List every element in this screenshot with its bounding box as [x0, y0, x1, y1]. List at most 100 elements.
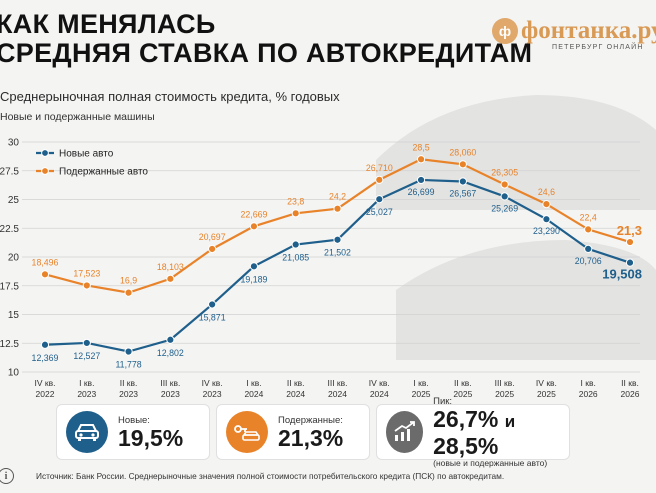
x-tick-label-year: 2026 [621, 389, 640, 399]
info-icon: i [0, 468, 14, 484]
data-point [124, 288, 133, 297]
x-tick-label-year: 2025 [453, 389, 472, 399]
x-tick-label-year: 2023 [161, 389, 180, 399]
data-point [500, 180, 509, 189]
data-point [333, 235, 342, 244]
data-label: 22,669 [240, 209, 267, 219]
source-footer: i Источник: Банк России. Среднерыночные … [0, 468, 656, 484]
data-point [124, 347, 133, 356]
data-point [208, 244, 217, 254]
data-label: 20,706 [575, 256, 602, 266]
data-label: 21,085 [282, 253, 309, 263]
card-peak-label: Пик: [433, 396, 453, 407]
data-label: 17,523 [73, 268, 100, 278]
x-tick-label-quarter: III кв. [327, 378, 347, 388]
x-tick-label-year: 2025 [495, 389, 514, 399]
data-label: 21,502 [324, 248, 351, 258]
data-label: 28,5 [413, 142, 430, 152]
y-tick-label: 22.5 [0, 224, 19, 235]
y-tick-label: 25 [8, 195, 20, 206]
data-label: 23,8 [287, 196, 304, 206]
data-label: 23,290 [533, 226, 560, 236]
x-tick-label-quarter: I кв. [246, 378, 261, 388]
x-tick-label-quarter: II кв. [287, 378, 305, 388]
x-tick-label-quarter: II кв. [120, 378, 138, 388]
data-label: 15,871 [199, 312, 226, 322]
data-point [166, 274, 175, 283]
data-point [500, 192, 509, 201]
data-point [208, 300, 217, 309]
data-point [584, 244, 593, 253]
data-label: 26,710 [366, 163, 393, 173]
data-point [82, 281, 91, 290]
data-point [291, 209, 300, 218]
logo-tagline: ПЕТЕРБУРГ ОНЛАЙН [552, 44, 644, 51]
x-tick-label-year: 2023 [77, 389, 96, 399]
data-point [625, 237, 635, 247]
x-tick-label-year: 2022 [36, 389, 55, 399]
data-point [416, 155, 426, 164]
car-key-icon [226, 411, 268, 453]
data-label: 25,269 [491, 203, 518, 213]
data-point [542, 200, 551, 209]
data-point [542, 215, 551, 224]
data-point [584, 225, 593, 234]
data-label: 24,2 [329, 192, 346, 202]
logo-name: фонтанка.ру [521, 17, 656, 44]
data-label: 12,527 [73, 351, 100, 361]
x-tick-label-year: 2024 [244, 389, 263, 399]
data-point [375, 195, 384, 204]
data-label: 19,189 [240, 274, 267, 284]
y-tick-label: 27.5 [0, 166, 19, 177]
x-tick-label-year: 2025 [537, 389, 556, 399]
x-tick-label-quarter: III кв. [160, 378, 180, 388]
y-tick-label: 12.5 [0, 339, 19, 350]
x-tick-label-quarter: IV кв. [369, 378, 390, 388]
title-line-1: КАК МЕНЯЛАСЬ [0, 9, 216, 39]
card-used-cars: Подержанные: 21,3% [216, 404, 370, 460]
card-peak-value-new: 26,7% [433, 406, 499, 432]
x-tick-label-quarter: IV кв. [536, 378, 557, 388]
x-tick-label-quarter: I кв. [581, 378, 596, 388]
title-line-2: СРЕДНЯЯ СТАВКА ПО АВТОКРЕДИТАМ [0, 38, 533, 68]
data-label: 12,369 [32, 353, 59, 363]
data-label: 25,027 [366, 207, 393, 217]
data-label: 22,4 [580, 212, 597, 222]
data-label: 16,9 [120, 276, 137, 286]
data-label: 24,6 [538, 187, 555, 197]
x-tick-label-year: 2025 [412, 389, 431, 399]
x-tick-label-quarter: IV кв. [35, 378, 56, 388]
data-label: 18,496 [32, 257, 59, 267]
data-point [416, 175, 426, 185]
x-tick-label-year: 2024 [370, 389, 389, 399]
card-new-value: 19,5% [118, 424, 184, 451]
data-label: 20,697 [199, 232, 226, 242]
data-point [166, 335, 175, 344]
x-tick-label-year: 2024 [286, 389, 305, 399]
x-tick-label-quarter: II кв. [454, 378, 472, 388]
x-tick-label-year: 2026 [579, 389, 598, 399]
chart-subnote: Новые и подержанные машины [0, 111, 155, 123]
card-new-cars: Новые: 19,5% [56, 404, 210, 460]
card-new-label: Новые: [118, 414, 150, 426]
legend-entry: Новые авто [59, 149, 114, 160]
growth-chart-icon [386, 411, 424, 453]
data-point [249, 222, 259, 231]
y-tick-label: 20 [8, 253, 20, 264]
data-point [375, 175, 384, 184]
data-label: 18,103 [157, 262, 184, 272]
data-label: 26,567 [449, 188, 476, 198]
car-icon [66, 411, 108, 453]
card-peak-value-used: 28,5% [433, 433, 499, 459]
data-point [458, 177, 467, 186]
x-tick-label-year: 2023 [203, 389, 222, 399]
legend-swatch-dot [41, 149, 49, 157]
legend-swatch-dot [41, 167, 49, 175]
source-text: Источник: Банк России. Среднерыночные зн… [36, 471, 505, 481]
data-label: 26,305 [491, 167, 518, 177]
fontanka-logo[interactable]: ф фонтанка.ру ПЕТЕРБУРГ ОНЛАЙН [492, 17, 656, 51]
page-title: КАК МЕНЯЛАСЬ СРЕДНЯЯ СТАВКА ПО АВТОКРЕДИ… [0, 10, 532, 68]
x-tick-label-year: 2023 [119, 389, 138, 399]
card-peak-value: 26,7% и 28,5% [433, 407, 569, 458]
logo-mark-icon: ф [492, 18, 518, 44]
